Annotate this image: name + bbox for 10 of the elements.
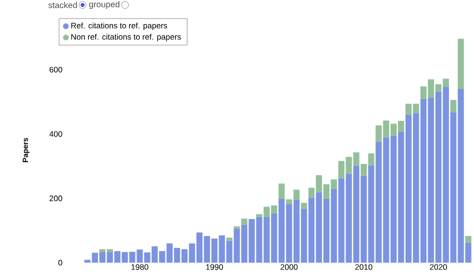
bar: [241, 218, 248, 225]
bar: [450, 100, 456, 112]
bar: [278, 184, 285, 200]
bar: [465, 236, 472, 243]
bar: [300, 202, 308, 209]
bar: [458, 38, 464, 89]
text: grouped: [89, 1, 120, 9]
bar: [226, 238, 232, 241]
text: stacked: [48, 2, 77, 8]
bar: [234, 226, 240, 229]
